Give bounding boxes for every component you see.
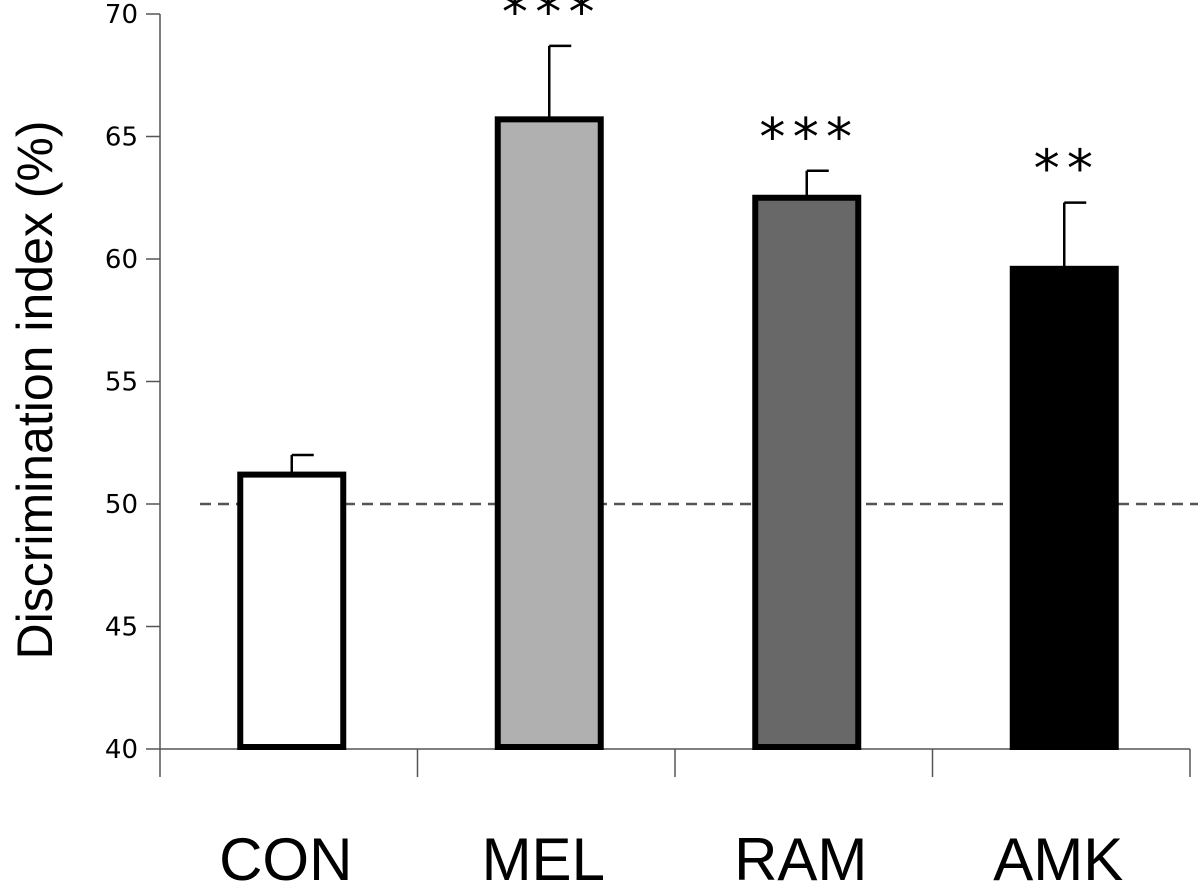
bar-ram: [752, 194, 862, 750]
y-tick-label: 60: [105, 245, 138, 275]
significance-ram: ***: [757, 108, 857, 168]
category-label-con: CON: [219, 826, 352, 886]
bar-con: [237, 471, 347, 750]
y-tick-label: 70: [105, 0, 138, 30]
significance-mel: ***: [499, 0, 599, 43]
y-tick-label: 45: [105, 613, 138, 643]
significance-amk: **: [1031, 140, 1098, 200]
y-tick-label: 65: [105, 123, 138, 153]
category-label-amk: AMK: [993, 826, 1123, 886]
category-label-mel: MEL: [482, 826, 605, 886]
y-axis-title: Discrimination index (%): [7, 120, 63, 659]
bar-amk: [1009, 265, 1119, 750]
y-tick-label: 40: [105, 735, 138, 765]
y-tick-label: 55: [105, 368, 138, 398]
category-label-ram: RAM: [734, 826, 867, 886]
bar-mel: [494, 116, 604, 751]
y-tick-label: 50: [105, 490, 138, 520]
